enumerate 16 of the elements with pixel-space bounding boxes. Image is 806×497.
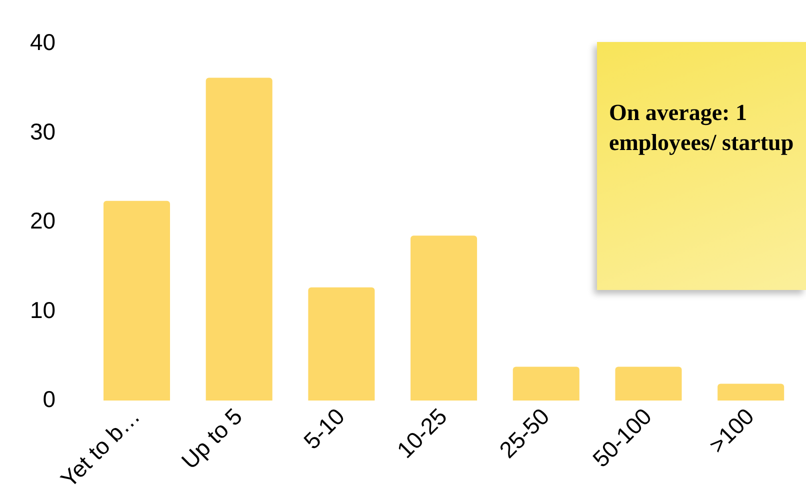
x-tick-label: Yet to b… (56, 403, 145, 492)
annotation: On average: 1 employees/ startup (609, 99, 795, 157)
bar (512, 366, 580, 401)
bar (410, 236, 478, 401)
x-tick-label: Up to 5 (176, 403, 248, 474)
bar (103, 200, 170, 401)
bar (615, 366, 682, 401)
y-tick-label: 30 (30, 118, 56, 144)
x-tick-label: 5-10 (298, 403, 350, 454)
bar (718, 384, 784, 401)
y-tick-label: 40 (30, 29, 56, 56)
y-tick-label: 0 (42, 386, 56, 412)
bar (206, 78, 272, 401)
y-tick-label: 20 (30, 208, 56, 234)
y-tick-label: 10 (30, 296, 56, 323)
bar (308, 287, 375, 401)
